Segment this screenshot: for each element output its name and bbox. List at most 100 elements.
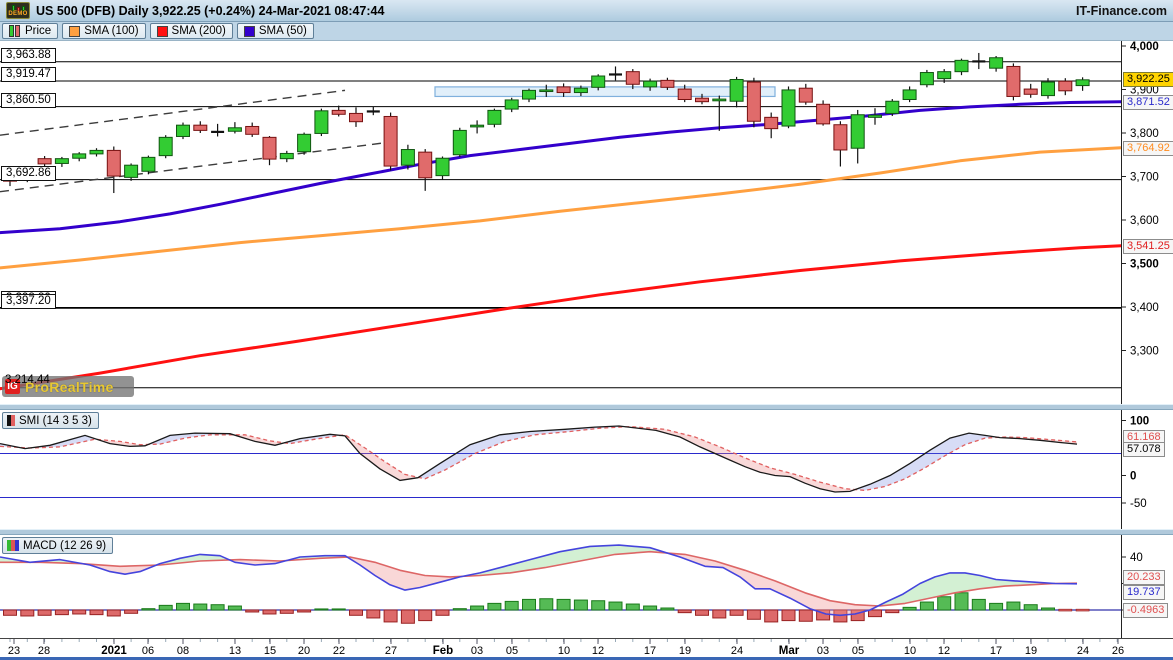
svg-text:03: 03	[471, 645, 483, 657]
svg-text:17: 17	[990, 645, 1002, 657]
smi-signal-line	[0, 425, 1078, 492]
svg-text:3,800: 3,800	[1130, 128, 1159, 140]
main-panel	[0, 52, 1123, 391]
price-level-label[interactable]: 3,919.47	[1, 67, 56, 83]
svg-text:Feb: Feb	[433, 645, 453, 657]
brand-link[interactable]: IT-Finance.com	[1076, 3, 1167, 18]
sma100-line	[0, 146, 1123, 270]
demo-candles-icon	[11, 4, 25, 11]
svg-text:12: 12	[592, 645, 604, 657]
svg-text:03: 03	[817, 645, 829, 657]
sma100-swatch-icon	[69, 25, 81, 37]
sma200-legend-label: SMA (200)	[171, 25, 226, 37]
svg-text:23: 23	[8, 645, 20, 657]
svg-text:4,000: 4,000	[1130, 41, 1159, 53]
sma50-swatch-icon	[243, 25, 255, 37]
svg-text:19: 19	[679, 645, 691, 657]
svg-text:10: 10	[558, 645, 570, 657]
price-icon	[9, 25, 21, 37]
sma200-line	[0, 244, 1123, 391]
macd-signal-line	[0, 550, 1078, 607]
svg-text:19: 19	[1025, 645, 1037, 657]
svg-text:15: 15	[264, 645, 276, 657]
price-tag: 57.078	[1123, 442, 1165, 457]
window-bottom-edge	[0, 657, 1173, 660]
smi-legend-label: SMI (14 3 5 3)	[19, 414, 92, 427]
svg-text:2021: 2021	[101, 645, 127, 657]
ig-logo: IG	[5, 379, 20, 394]
svg-text:06: 06	[142, 645, 154, 657]
price-level-label[interactable]: 3,963.88	[1, 47, 56, 63]
watermark-text: ProRealTime	[25, 378, 114, 395]
sma100-legend-button[interactable]: SMA (100)	[62, 23, 146, 39]
candles-layer	[3, 52, 1090, 194]
price-level-label[interactable]: 3,860.50	[1, 92, 56, 108]
svg-text:3,300: 3,300	[1130, 346, 1159, 358]
sma50-line	[0, 100, 1123, 235]
demo-label: DEMO	[8, 10, 28, 17]
price-tag: 19.737	[1123, 585, 1165, 600]
svg-text:20: 20	[298, 645, 310, 657]
sma200-legend-button[interactable]: SMA (200)	[149, 23, 233, 39]
svg-text:100: 100	[1130, 416, 1149, 428]
price-tag: 3,541.25	[1123, 239, 1173, 254]
price-tag: 20.233	[1123, 570, 1165, 585]
svg-text:0: 0	[1130, 471, 1136, 483]
chart-title: US 500 (DFB) Daily 3,922.25 (+0.24%) 24-…	[36, 3, 385, 18]
svg-text:3,900: 3,900	[1130, 85, 1159, 97]
legend-bar: Price SMA (100) SMA (200) SMA (50)	[0, 22, 1173, 40]
macd-panel	[0, 544, 1121, 624]
panel-divider-smi[interactable]	[0, 404, 1173, 410]
price-level-label[interactable]: 3,214.44	[5, 373, 50, 386]
svg-text:3,400: 3,400	[1130, 302, 1159, 314]
trend-channel-line	[0, 89, 346, 136]
svg-text:27: 27	[385, 645, 397, 657]
macd-line	[0, 544, 1078, 617]
macd-legend-button[interactable]: MACD (12 26 9)	[2, 537, 114, 554]
svg-text:Mar: Mar	[779, 645, 800, 657]
svg-text:05: 05	[852, 645, 864, 657]
svg-text:24: 24	[731, 645, 743, 657]
price-tag: 3,922.25	[1123, 72, 1173, 87]
svg-text:40: 40	[1130, 552, 1143, 564]
svg-text:05: 05	[506, 645, 518, 657]
smi-legend-button[interactable]: SMI (14 3 5 3)	[2, 412, 99, 429]
svg-text:3,600: 3,600	[1130, 215, 1159, 227]
trend-channel-line	[0, 140, 401, 193]
smi-panel	[0, 425, 1121, 498]
svg-text:26: 26	[1112, 645, 1124, 657]
svg-text:24: 24	[1077, 645, 1089, 657]
sma100-legend-label: SMA (100)	[84, 25, 139, 37]
price-tag: 3,871.52	[1123, 95, 1173, 110]
svg-text:3,500: 3,500	[1130, 259, 1159, 271]
demo-badge: DEMO	[6, 2, 30, 19]
svg-text:12: 12	[938, 645, 950, 657]
sma50-legend-button[interactable]: SMA (50)	[236, 23, 314, 39]
svg-text:3,700: 3,700	[1130, 172, 1159, 184]
svg-text:13: 13	[229, 645, 241, 657]
macd-legend-label: MACD (12 26 9)	[23, 539, 107, 552]
title-bar: DEMO US 500 (DFB) Daily 3,922.25 (+0.24%…	[0, 0, 1173, 22]
price-legend-label: Price	[25, 25, 52, 37]
sma200-swatch-icon	[156, 25, 168, 37]
svg-text:22: 22	[333, 645, 345, 657]
svg-text:10: 10	[904, 645, 916, 657]
price-level-label[interactable]: 3,397.20	[1, 294, 56, 310]
watermark: IG ProRealTime	[2, 376, 134, 397]
plot-background	[0, 40, 1173, 660]
svg-text:-50: -50	[1130, 498, 1147, 510]
panel-divider-macd[interactable]	[0, 529, 1173, 535]
price-tag: -0.4963	[1123, 603, 1169, 618]
price-legend-button[interactable]: Price	[2, 23, 59, 39]
price-level-label[interactable]: 3,692.86	[1, 165, 56, 181]
price-tag: 3,764.92	[1123, 141, 1173, 156]
smi-line	[0, 425, 1078, 493]
svg-text:08: 08	[177, 645, 189, 657]
svg-text:17: 17	[644, 645, 656, 657]
annotation-rect	[434, 86, 776, 98]
svg-text:28: 28	[38, 645, 50, 657]
axes: 4,000 3,900 3,800 3,700 3,600 3,500 3,400 3,300…	[0, 40, 1173, 660]
macd-icon	[7, 540, 19, 551]
